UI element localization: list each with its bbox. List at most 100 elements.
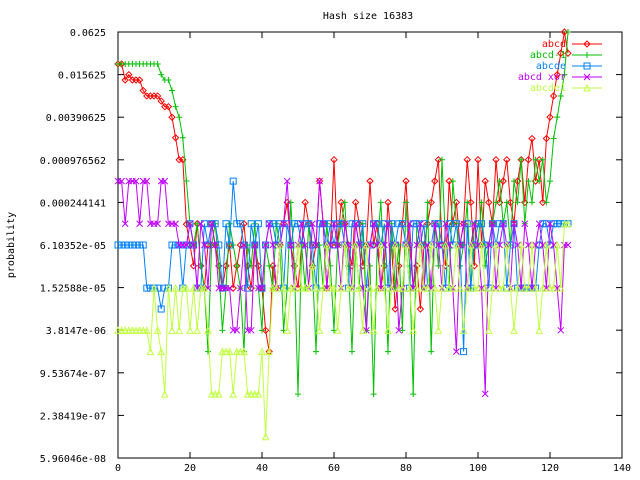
data-point-abcd-xor [118, 177, 125, 185]
y-tick-label: 3.8147e-06 [46, 326, 106, 337]
data-point-abcd-1 [208, 242, 215, 249]
data-point-abcde1 [416, 240, 425, 249]
data-point-abcde [290, 220, 298, 228]
data-point-abcde1 [265, 347, 274, 356]
data-point-abcd-xor [499, 220, 507, 228]
data-point-abcd-xor [265, 220, 273, 228]
data-point-abcd-xor [543, 284, 550, 292]
data-point-abcde1 [477, 240, 486, 249]
data-point-abcd-xor [204, 284, 212, 292]
data-point-abcde [128, 241, 136, 249]
data-point-abcde1 [391, 240, 400, 249]
data-point-abcde [168, 241, 176, 249]
chart-title: Hash size 16383 [323, 11, 413, 22]
data-point-abcde1 [427, 240, 436, 249]
data-point-abcde1 [236, 347, 245, 356]
y-tick-label: 0.0625 [70, 28, 106, 39]
data-point-abcd [499, 177, 507, 185]
data-point-abcd-1 [273, 220, 280, 227]
data-point-abcde1 [549, 284, 558, 292]
data-point-abcd [416, 305, 425, 313]
data-point-abcd-1 [561, 71, 568, 78]
data-point-abcde1 [168, 326, 176, 334]
y-tick-label: 0.000976562 [40, 156, 106, 167]
data-point-abcde1 [542, 240, 551, 249]
data-point-abcd-1 [547, 178, 553, 185]
data-point-abcd-1 [295, 391, 301, 398]
data-point-abcde1 [178, 284, 187, 292]
data-point-abcd-xor [373, 241, 381, 249]
data-point-abcd-xor [316, 177, 323, 185]
data-point-abcde1 [492, 240, 500, 249]
data-point-abcd-1 [529, 199, 535, 206]
data-point-abcd-xor [535, 220, 543, 228]
data-point-abcd [261, 326, 270, 335]
data-point-abcd-xor [330, 220, 338, 228]
series-layer [114, 28, 572, 441]
data-point-abcd [463, 155, 471, 164]
data-point-abcd-xor [190, 241, 197, 249]
data-point-abcde1 [510, 326, 518, 334]
legend-marker-abcd-1 [584, 52, 590, 58]
data-point-abcde1 [524, 284, 533, 292]
data-point-abcde1 [283, 326, 292, 334]
data-point-abcde [143, 284, 151, 292]
data-point-abcd [402, 177, 410, 185]
data-point-abcde1 [441, 240, 450, 249]
data-point-abcde [460, 348, 468, 356]
data-point-abcd [485, 198, 493, 207]
data-point-abcde1 [218, 347, 227, 356]
x-tick-label: 20 [184, 463, 196, 474]
data-point-abcde [118, 241, 126, 249]
data-point-abcd [431, 177, 439, 185]
data-point-abcd-1 [493, 199, 499, 206]
data-point-abcde1 [373, 284, 382, 292]
data-point-abcd-xor [136, 220, 143, 228]
data-point-abcd-xor [251, 241, 259, 249]
data-point-abcd-xor [453, 348, 460, 355]
data-point-abcde [146, 284, 154, 292]
data-point-abcd-1 [550, 135, 557, 142]
data-point-abcde [157, 305, 165, 313]
data-point-abcde1 [326, 284, 335, 292]
data-point-abcd [434, 155, 443, 164]
data-point-abcd-xor [474, 241, 482, 249]
data-point-abcde1 [445, 284, 454, 292]
data-point-abcd [182, 220, 191, 228]
data-point-abcd-xor [384, 220, 392, 228]
data-point-abcd-xor [395, 326, 403, 334]
data-point-abcd [135, 76, 144, 84]
data-point-abcde1 [121, 326, 130, 334]
data-point-abcde [244, 284, 252, 292]
data-point-abcd-xor [197, 220, 205, 228]
data-point-abcd [427, 198, 435, 207]
data-point-abcde1 [333, 326, 342, 334]
data-point-abcde1 [153, 326, 162, 334]
data-point-abcd-xor [327, 241, 334, 249]
data-point-abcde1 [556, 284, 565, 292]
data-point-abcde1 [546, 284, 554, 292]
data-point-abcd-xor [525, 241, 532, 249]
data-point-abcd-xor [424, 241, 431, 249]
data-point-abcd-1 [399, 327, 406, 334]
data-point-abcd-xor [366, 241, 374, 249]
data-point-abcd [528, 134, 536, 143]
data-point-abcde1 [243, 389, 252, 398]
data-point-abcd-1 [230, 242, 237, 249]
data-point-abcde1 [405, 284, 414, 292]
data-point-abcde1 [200, 284, 209, 292]
data-point-abcd [153, 92, 162, 100]
data-point-abcd-1 [511, 178, 517, 185]
data-point-abcde1 [315, 326, 324, 334]
data-point-abcd-1 [233, 262, 240, 269]
data-point-abcde [114, 241, 122, 249]
series-line-abcd-xor [118, 180, 568, 394]
data-point-abcd-1 [205, 348, 211, 355]
data-point-abcd-xor [233, 326, 241, 334]
data-point-abcde1 [348, 284, 356, 292]
data-point-abcd-xor [240, 241, 248, 249]
data-point-abcd-xor [417, 220, 424, 228]
data-point-abcd-xor [377, 284, 385, 292]
data-point-abcd-1 [543, 199, 550, 206]
y-tick-label: 1.52588e-05 [40, 284, 106, 295]
